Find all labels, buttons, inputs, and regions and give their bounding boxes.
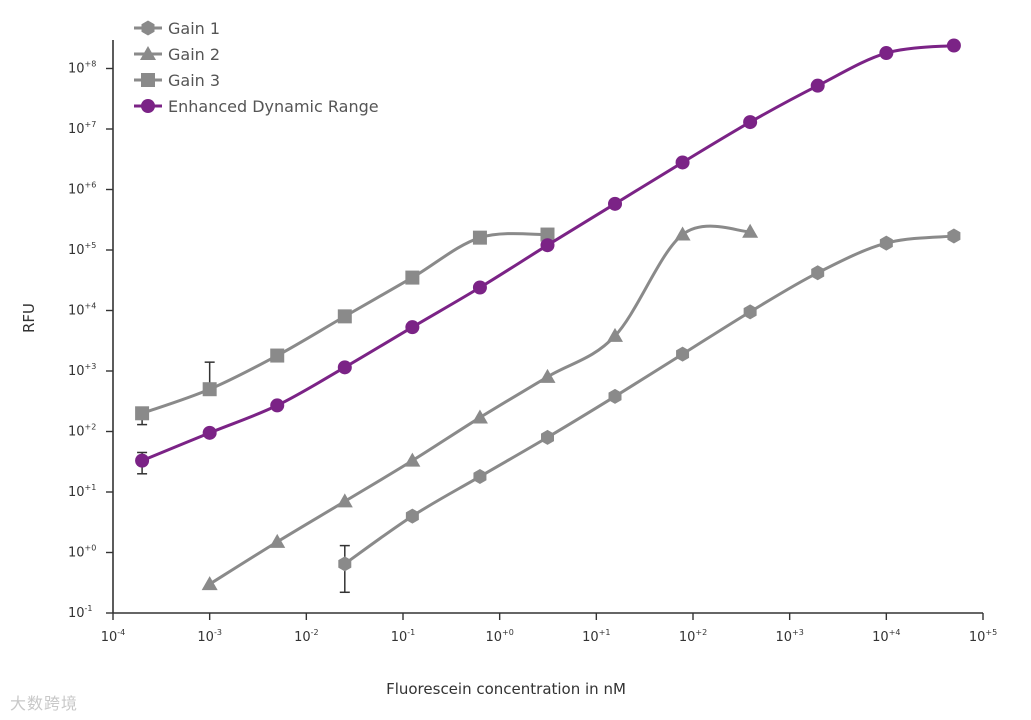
data-point — [540, 227, 555, 242]
series-line — [208, 224, 751, 586]
x-tick-label: 10+3 — [775, 628, 803, 645]
data-point — [607, 327, 624, 342]
data-point — [471, 409, 488, 424]
legend-item: Gain 3 — [134, 71, 220, 90]
x-tick-label: 10-1 — [391, 628, 416, 645]
series-enhanced-dynamic-range — [135, 38, 961, 475]
axes: 10-4 10-3 10-2 10-1 10+0 10+1 10+2 10+3 10+4 10+5… — [68, 40, 997, 645]
data-point — [338, 556, 352, 572]
data-point — [608, 388, 622, 404]
data-point — [472, 280, 487, 295]
data-point — [337, 360, 352, 375]
y-tick-label: 10+4 — [68, 302, 96, 319]
data-point — [947, 228, 961, 244]
legend-marker — [140, 46, 156, 60]
x-tick-label: 10+5 — [969, 628, 997, 645]
x-tick-label: 10+0 — [485, 628, 513, 645]
legend-item: Gain 1 — [134, 19, 220, 38]
y-tick-label: 10+1 — [68, 483, 96, 500]
y-tick-label: 10+3 — [68, 362, 96, 379]
legend: Gain 1 Gain 2 Gain 3 Enhanced Dynamic Range — [134, 19, 379, 116]
y-tick-label: 10+2 — [68, 423, 96, 440]
y-axis-title: RFU — [20, 303, 38, 333]
data-point — [810, 78, 825, 93]
y-tick-label: 10+8 — [68, 60, 96, 77]
data-point — [405, 508, 419, 524]
x-tick-label: 10-3 — [197, 628, 222, 645]
x-tick-label: 10-2 — [294, 628, 319, 645]
data-point — [269, 533, 286, 548]
data-point — [674, 226, 691, 241]
series-gain-2 — [201, 223, 759, 591]
data-point — [946, 38, 961, 53]
data-point — [336, 493, 353, 508]
data-point — [743, 115, 758, 130]
legend-label: Gain 2 — [168, 45, 220, 64]
legend-marker — [141, 73, 155, 87]
series-gain-1 — [338, 228, 961, 594]
legend-label: Gain 1 — [168, 19, 220, 38]
data-point — [472, 230, 487, 245]
watermark: 大数跨境 — [10, 694, 79, 713]
data-point — [675, 155, 690, 170]
data-point — [676, 346, 690, 362]
legend-marker — [141, 99, 155, 113]
y-tick-label: 10+6 — [68, 181, 96, 198]
series-layer — [135, 38, 961, 594]
data-point — [202, 382, 217, 397]
data-point — [135, 453, 150, 468]
series-line — [343, 234, 955, 566]
data-point — [201, 576, 218, 591]
data-point — [811, 265, 825, 281]
data-point — [337, 309, 352, 324]
legend-item: Gain 2 — [134, 45, 220, 64]
data-point — [405, 270, 420, 285]
data-point — [742, 223, 759, 238]
data-point — [404, 452, 421, 467]
y-tick-label: 10+7 — [68, 120, 96, 137]
legend-marker — [141, 20, 155, 36]
legend-item: Enhanced Dynamic Range — [134, 97, 379, 116]
data-point — [270, 398, 285, 413]
x-axis-title: Fluorescein concentration in nM — [386, 680, 626, 698]
data-point — [135, 406, 150, 421]
x-tick-label: 10+2 — [679, 628, 707, 645]
x-tick-label: 10+1 — [582, 628, 610, 645]
series-gain-3 — [135, 227, 555, 426]
data-point — [879, 46, 894, 61]
legend-label: Enhanced Dynamic Range — [168, 97, 379, 116]
y-tick-label: 10+5 — [68, 241, 96, 258]
data-point — [743, 304, 757, 320]
data-point — [473, 469, 487, 485]
data-point — [879, 235, 893, 251]
data-point — [540, 238, 555, 253]
data-point — [608, 196, 623, 211]
x-tick-label: 10+4 — [872, 628, 900, 645]
y-tick-label: 10-1 — [68, 604, 93, 621]
data-point — [202, 425, 217, 440]
x-tick-label: 10-4 — [101, 628, 126, 645]
data-point — [270, 348, 285, 363]
legend-label: Gain 3 — [168, 71, 220, 90]
y-tick-label: 10+0 — [68, 544, 96, 561]
data-point — [541, 429, 554, 445]
data-point — [405, 320, 420, 335]
data-point — [539, 368, 556, 383]
